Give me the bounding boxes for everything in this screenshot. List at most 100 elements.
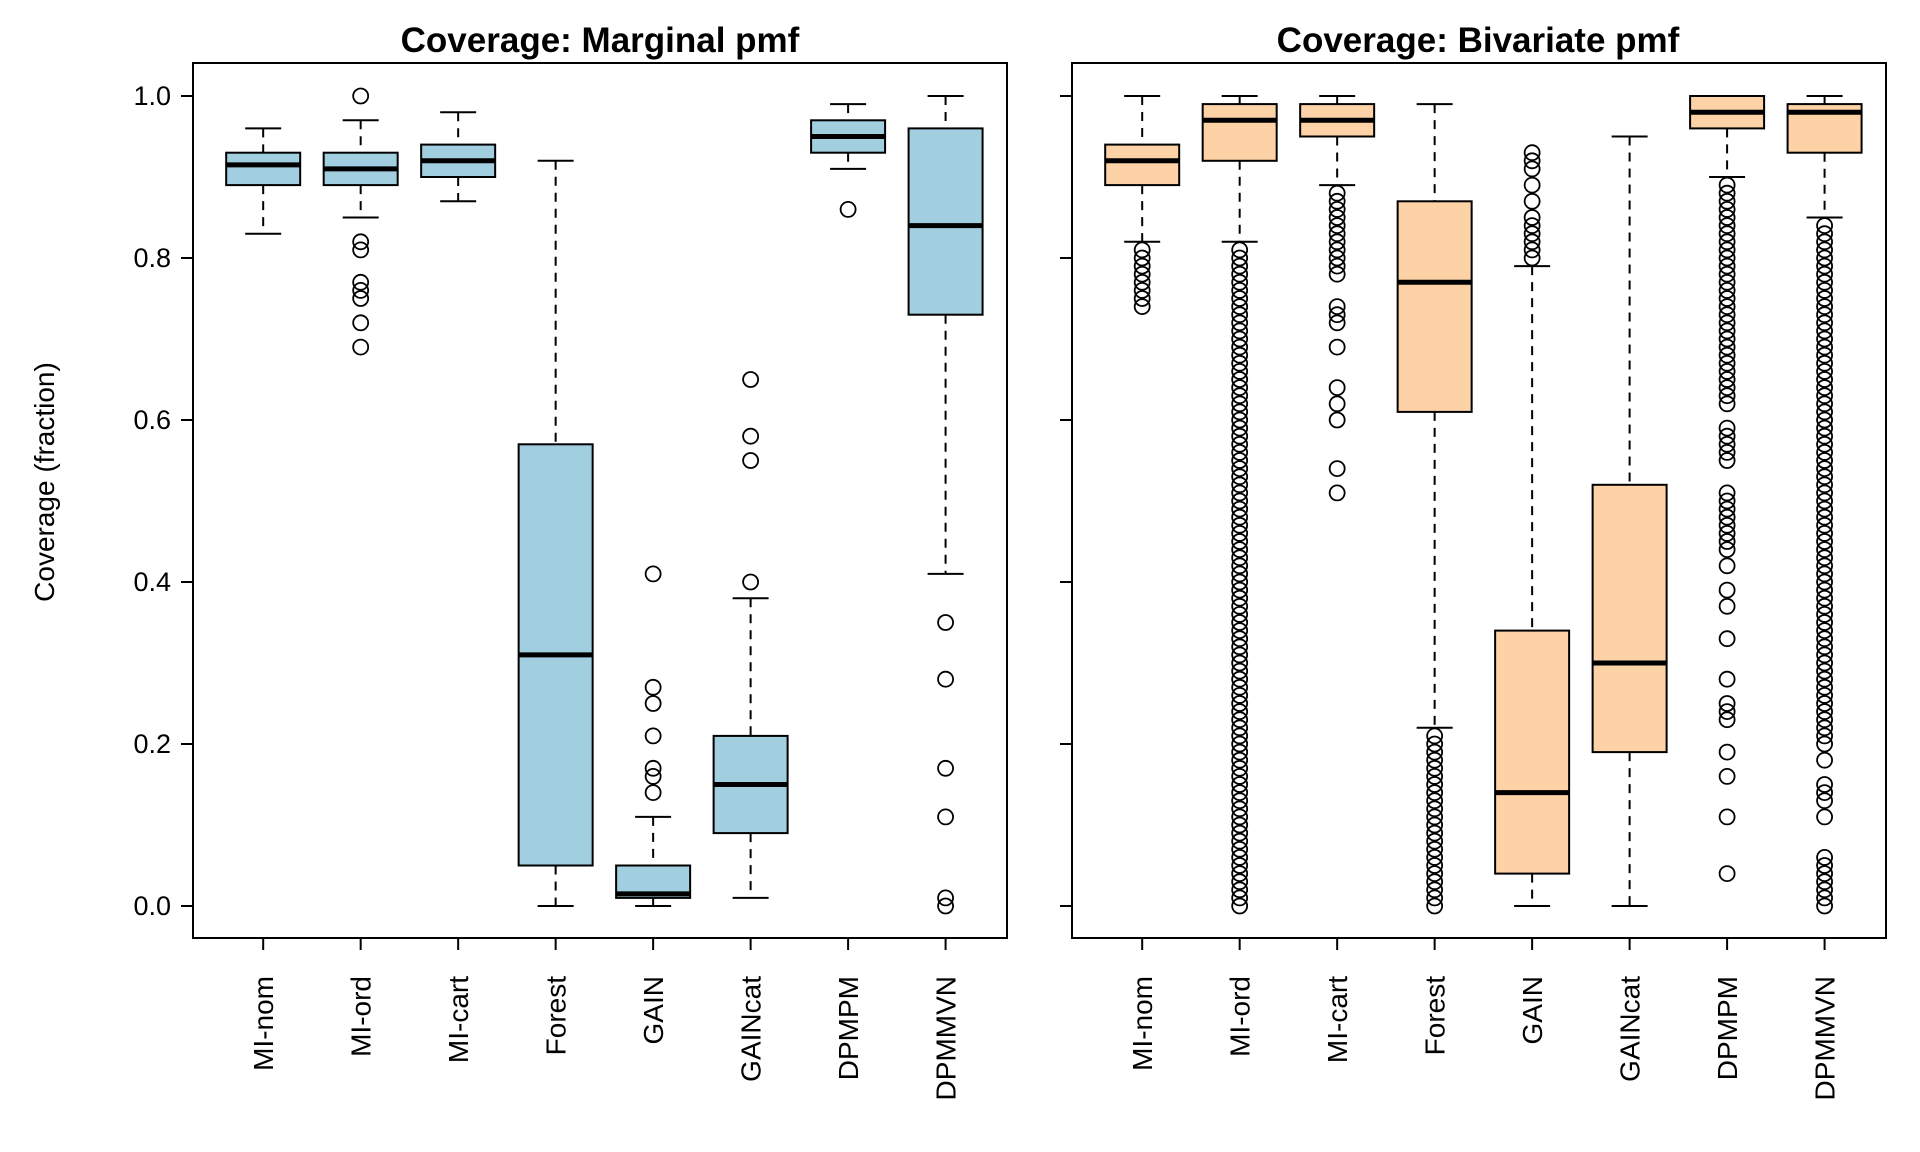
outlier-point — [644, 768, 662, 785]
y-tick-label: 0.2 — [133, 729, 171, 759]
outlier-point — [1816, 379, 1833, 397]
outlier-point — [1816, 508, 1833, 526]
outlier-point — [1231, 751, 1249, 769]
outlier-point — [1718, 743, 1736, 761]
outlier-point — [1231, 735, 1249, 753]
outlier-point — [1426, 857, 1444, 874]
panel-marginal-pmf: Coverage: Marginal pmf Coverage (fractio… — [29, 21, 1008, 1100]
category-label: MI-cart — [1322, 976, 1353, 1063]
outlier-point — [1231, 314, 1249, 332]
outlier-point — [1816, 573, 1833, 591]
outlier-point — [1718, 330, 1736, 348]
outlier-point — [1816, 662, 1833, 680]
outlier-point — [1426, 881, 1444, 899]
category-label: Forest — [541, 976, 572, 1056]
outlier-point — [1816, 249, 1833, 267]
outlier-point — [1328, 257, 1346, 275]
outlier-point — [1231, 889, 1249, 907]
box-body — [1201, 103, 1278, 162]
outlier-point — [1328, 217, 1346, 235]
outlier-point — [1718, 192, 1736, 210]
outlier-point — [1231, 897, 1249, 915]
outlier-point — [1231, 371, 1249, 388]
outlier-point — [1426, 840, 1444, 858]
y-axis-label: Coverage (fraction) — [29, 362, 60, 602]
box-mi-nom — [225, 127, 302, 235]
outlier-point — [1816, 443, 1833, 461]
outlier-point — [644, 784, 662, 801]
outlier-point — [1523, 209, 1541, 226]
outlier-point — [1231, 678, 1249, 696]
outlier-point — [1523, 233, 1541, 251]
outlier-point — [1426, 816, 1444, 834]
outlier-point — [1816, 687, 1833, 704]
outlier-point — [1816, 727, 1833, 745]
outlier-point — [1231, 832, 1249, 850]
outlier-point — [1231, 776, 1249, 793]
y-tick-label: 0.6 — [133, 405, 171, 435]
outlier-point — [1426, 751, 1444, 769]
outlier-point — [1718, 541, 1736, 558]
outlier-point — [1816, 476, 1833, 494]
outlier-point — [1231, 727, 1249, 745]
outlier-point — [1328, 209, 1346, 226]
outlier-point — [1816, 330, 1833, 348]
category-label: GAINcat — [736, 976, 767, 1082]
outlier-point — [1231, 379, 1249, 397]
outlier-point — [1231, 589, 1249, 607]
category-label: DPMPM — [833, 976, 864, 1080]
outlier-point — [1718, 508, 1736, 526]
outlier-point — [1718, 500, 1736, 518]
box-gaincat — [712, 371, 789, 899]
outlier-point — [1816, 387, 1833, 405]
outlier-point — [1718, 695, 1736, 712]
outlier-point — [1231, 784, 1249, 801]
outlier-point — [1718, 306, 1736, 324]
outlier-point — [1816, 678, 1833, 696]
outlier-point — [1231, 354, 1249, 372]
outlier-point — [1231, 638, 1249, 656]
outlier-point — [1718, 241, 1736, 259]
box-mi-nom — [1104, 95, 1181, 316]
outlier-point — [1231, 403, 1249, 421]
outlier-point — [1231, 857, 1249, 874]
outlier-point — [352, 233, 370, 251]
outlier-point — [1816, 606, 1833, 623]
box-forest — [1396, 103, 1473, 915]
outlier-point — [1426, 792, 1444, 810]
outlier-point — [1328, 200, 1346, 218]
outlier-point — [1816, 484, 1833, 502]
outlier-point — [1718, 290, 1736, 307]
outlier-point — [1231, 306, 1249, 324]
outlier-point — [1231, 881, 1249, 899]
outlier-point — [1718, 322, 1736, 340]
outlier-point — [1816, 857, 1833, 874]
outlier-point — [1523, 225, 1541, 243]
outlier-point — [1816, 557, 1833, 575]
outlier-point — [1718, 338, 1736, 356]
category-label: GAINcat — [1615, 976, 1646, 1082]
outlier-point — [1816, 897, 1833, 915]
outlier-point — [1328, 484, 1346, 502]
outlier-point — [1718, 298, 1736, 316]
outlier-point — [1816, 622, 1833, 639]
outlier-point — [1718, 314, 1736, 332]
outlier-point — [1816, 233, 1833, 251]
outlier-point — [1328, 460, 1346, 478]
outlier-point — [1718, 670, 1736, 688]
outlier-point — [1816, 257, 1833, 275]
category-label: DPMMVN — [1810, 976, 1841, 1100]
outlier-point — [1133, 281, 1151, 299]
outlier-point — [1328, 265, 1346, 283]
outlier-point — [1231, 411, 1249, 429]
outlier-point — [1231, 249, 1249, 267]
outlier-point — [1328, 233, 1346, 251]
outlier-point — [352, 314, 370, 332]
outlier-point — [1816, 346, 1833, 364]
outlier-point — [1231, 646, 1249, 664]
panel-bivariate-pmf: Coverage: Bivariate pmf MI-nom MI-ord MI-c… — [1060, 21, 1887, 1100]
outlier-point — [1816, 225, 1833, 243]
outlier-point — [352, 338, 370, 356]
outlier-point — [1718, 865, 1736, 882]
outlier-point — [1816, 314, 1833, 332]
